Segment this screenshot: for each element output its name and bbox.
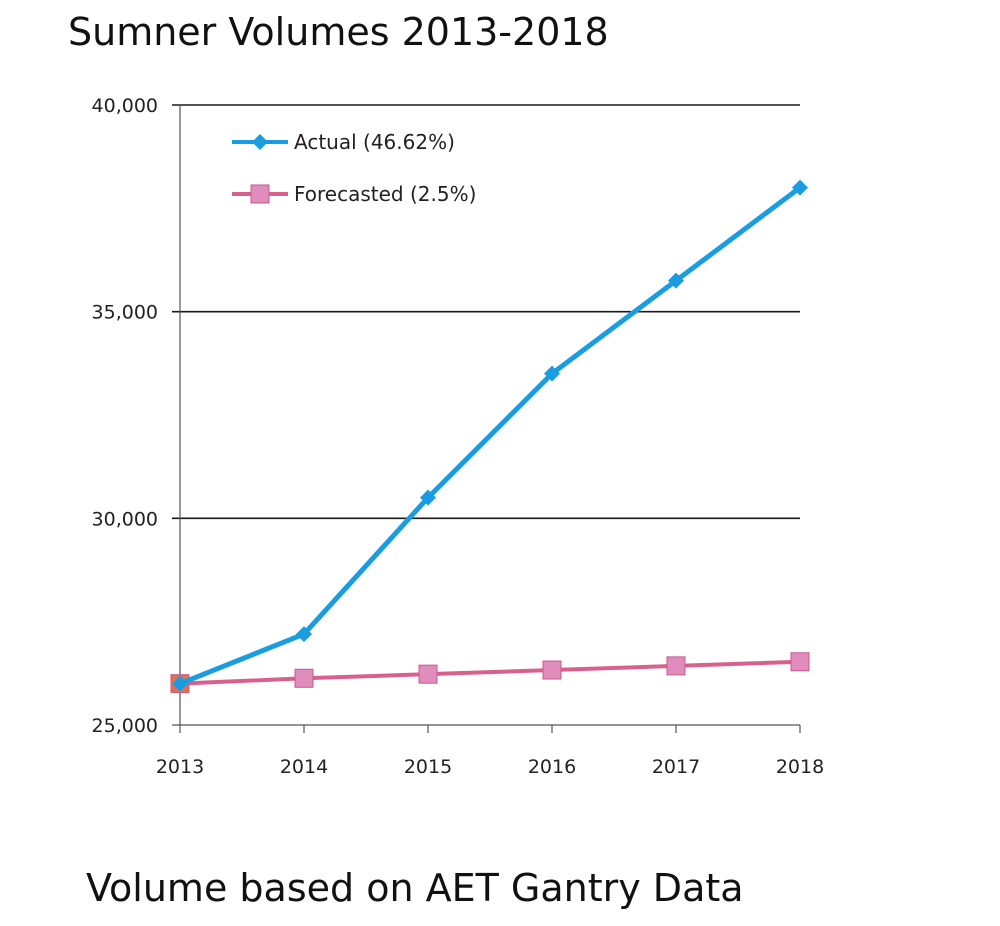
data-point-diamond (296, 626, 312, 643)
axes: 25,000 30,000 35,000 40,000 2013 2014 2015 2016… (92, 95, 825, 778)
series-line (178, 659, 802, 686)
chart-caption: Volume based on AET Gantry Data (86, 866, 744, 910)
data-point-diamond (668, 272, 684, 289)
data-point-diamond (544, 365, 560, 382)
x-tick-label: 2013 (156, 756, 204, 778)
data-point-diamond (172, 675, 188, 692)
legend-marker-square (250, 184, 270, 204)
data-point-square (418, 664, 438, 684)
data-point-square (790, 652, 810, 672)
legend-label: Actual (46.62%) (294, 130, 455, 154)
y-tick-label: 25,000 (92, 715, 158, 737)
x-tick-label: 2015 (404, 756, 452, 778)
chart-title: Sumner Volumes 2013-2018 (68, 10, 609, 54)
data-point-square (294, 668, 314, 688)
y-tick-label: 40,000 (92, 95, 158, 117)
y-tick-label: 30,000 (92, 508, 158, 530)
x-tick-label: 2017 (652, 756, 700, 778)
gridlines (172, 104, 800, 520)
legend-marker-diamond (252, 134, 268, 150)
legend-label: Forecasted (2.5%) (294, 182, 476, 206)
data-point-square (666, 656, 686, 676)
series-line (177, 185, 803, 687)
y-tick-label: 35,000 (92, 302, 158, 324)
legend: Actual (46.62%) Forecasted (2.5%) (232, 130, 476, 206)
x-tick-label: 2014 (280, 756, 328, 778)
x-tick-label: 2018 (776, 756, 824, 778)
data-point-diamond (792, 179, 808, 196)
series-layer (170, 179, 810, 694)
x-tick-label: 2016 (528, 756, 576, 778)
data-point-square (542, 660, 562, 680)
data-point-diamond (420, 489, 436, 506)
